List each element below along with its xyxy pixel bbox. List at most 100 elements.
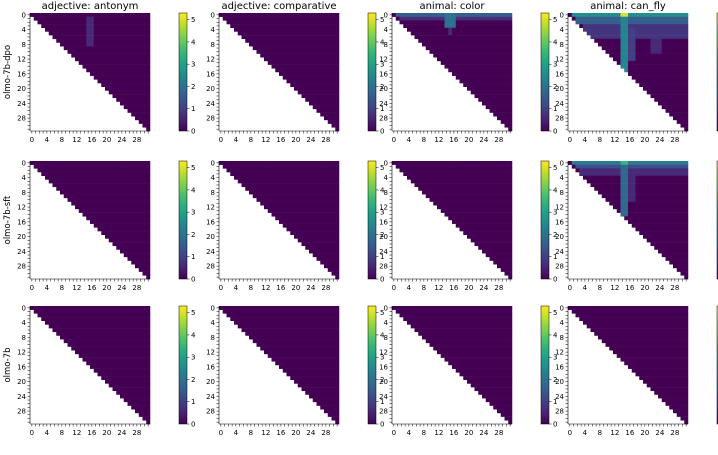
heatmap-cell — [680, 256, 685, 261]
heatmap-cell — [646, 197, 651, 202]
heatmap-cell — [105, 175, 109, 180]
heatmap-cell — [508, 212, 513, 217]
heatmap-cell — [316, 64, 321, 69]
heatmap-cell — [120, 68, 124, 73]
colorbar-tick-label: 4 — [191, 186, 196, 194]
heatmap-cell — [676, 60, 681, 65]
heatmap-cell — [131, 253, 136, 258]
heatmap-cell — [605, 183, 610, 188]
heatmap-cell — [628, 46, 632, 51]
heatmap-cell — [478, 161, 483, 165]
x-tick-label: 20 — [640, 284, 649, 292]
heatmap-cell — [631, 68, 636, 73]
heatmap-cell — [504, 264, 509, 269]
heatmap-cell — [135, 164, 139, 169]
heatmap-cell — [316, 49, 321, 54]
heatmap-cell — [335, 175, 340, 180]
heatmap-cell — [146, 175, 151, 180]
heatmap-cell — [470, 31, 475, 36]
heatmap-cell — [97, 216, 102, 221]
heatmap-cell — [631, 13, 636, 17]
heatmap-cell — [631, 216, 636, 221]
heatmap-cell — [290, 83, 295, 88]
heatmap-cell — [135, 83, 139, 88]
heatmap-cell — [279, 53, 283, 58]
heatmap-cell — [455, 183, 460, 188]
heatmap-cell — [324, 79, 328, 84]
heatmap-cell — [309, 57, 313, 62]
heatmap-cell — [142, 24, 147, 29]
heatmap-cell — [508, 194, 513, 199]
heatmap-cell — [474, 201, 479, 206]
heatmap-cell — [433, 161, 438, 165]
heatmap-cell — [414, 175, 419, 180]
heatmap-cell — [131, 49, 136, 54]
heatmap-cell — [680, 183, 685, 188]
heatmap-cell — [320, 57, 325, 62]
heatmap-cell — [493, 201, 498, 206]
heatmap-cell — [324, 242, 328, 247]
heatmap-cell — [624, 201, 629, 206]
heatmap-cell — [97, 201, 102, 206]
heatmap-cell — [48, 306, 53, 310]
heatmap-cell — [123, 212, 128, 217]
heatmap-cell — [131, 112, 136, 117]
heatmap-cell — [440, 168, 445, 173]
heatmap-cell — [120, 16, 124, 21]
heatmap-cell — [646, 86, 651, 91]
heatmap-cell — [146, 57, 151, 62]
heatmap-cell — [45, 13, 49, 17]
heatmap-cell — [601, 175, 606, 180]
heatmap-cell — [497, 186, 501, 191]
heatmap-cell — [504, 190, 509, 195]
heatmap-cell — [324, 75, 328, 80]
heatmap-cell — [146, 253, 151, 258]
heatmap-cell — [433, 49, 438, 54]
heatmap-cell — [127, 72, 132, 76]
heatmap-cell — [105, 86, 109, 91]
heatmap-cell — [590, 13, 595, 17]
x-tick-label: 8 — [60, 136, 64, 144]
heatmap-cell — [590, 175, 595, 180]
heatmap-cell — [579, 161, 584, 165]
heatmap-cell — [673, 101, 677, 106]
heatmap-cell — [316, 13, 321, 17]
heatmap-cell — [646, 75, 651, 80]
heatmap-cell — [52, 16, 57, 21]
heatmap-cell — [594, 168, 599, 173]
heatmap-cell — [643, 72, 647, 76]
heatmap-cell — [275, 208, 280, 213]
heatmap-cell — [470, 179, 475, 184]
heatmap-cell — [676, 190, 681, 195]
heatmap-cell — [116, 212, 121, 217]
heatmap-cell — [90, 186, 94, 191]
heatmap-cell — [661, 245, 666, 250]
heatmap-cell — [320, 20, 325, 25]
heatmap-cell — [613, 161, 617, 165]
heatmap-cell — [482, 57, 486, 62]
heatmap-cell — [444, 16, 449, 21]
heatmap-cell — [131, 197, 136, 202]
heatmap-cell — [335, 267, 340, 272]
heatmap-cell — [508, 13, 513, 17]
heatmap-cell — [425, 20, 430, 25]
heatmap-cell — [661, 231, 666, 236]
heatmap-cell — [142, 53, 147, 58]
heatmap-cell — [138, 216, 143, 221]
heatmap-cell — [256, 183, 261, 188]
heatmap-cell — [669, 94, 674, 99]
colorbar-tick-label: 1 — [553, 105, 557, 113]
heatmap-cell — [327, 183, 332, 188]
heatmap-cell — [279, 197, 283, 202]
heatmap-cell — [260, 31, 265, 36]
heatmap-cell — [309, 38, 313, 43]
heatmap-cell — [123, 242, 128, 247]
heatmap-cell — [594, 38, 599, 43]
heatmap-cell — [127, 168, 132, 173]
heatmap-cell — [680, 186, 685, 191]
heatmap-cell — [646, 49, 651, 54]
heatmap-cell — [474, 24, 479, 29]
heatmap-cell — [680, 245, 685, 250]
heatmap-cell — [241, 20, 246, 25]
heatmap-cell — [478, 49, 483, 54]
